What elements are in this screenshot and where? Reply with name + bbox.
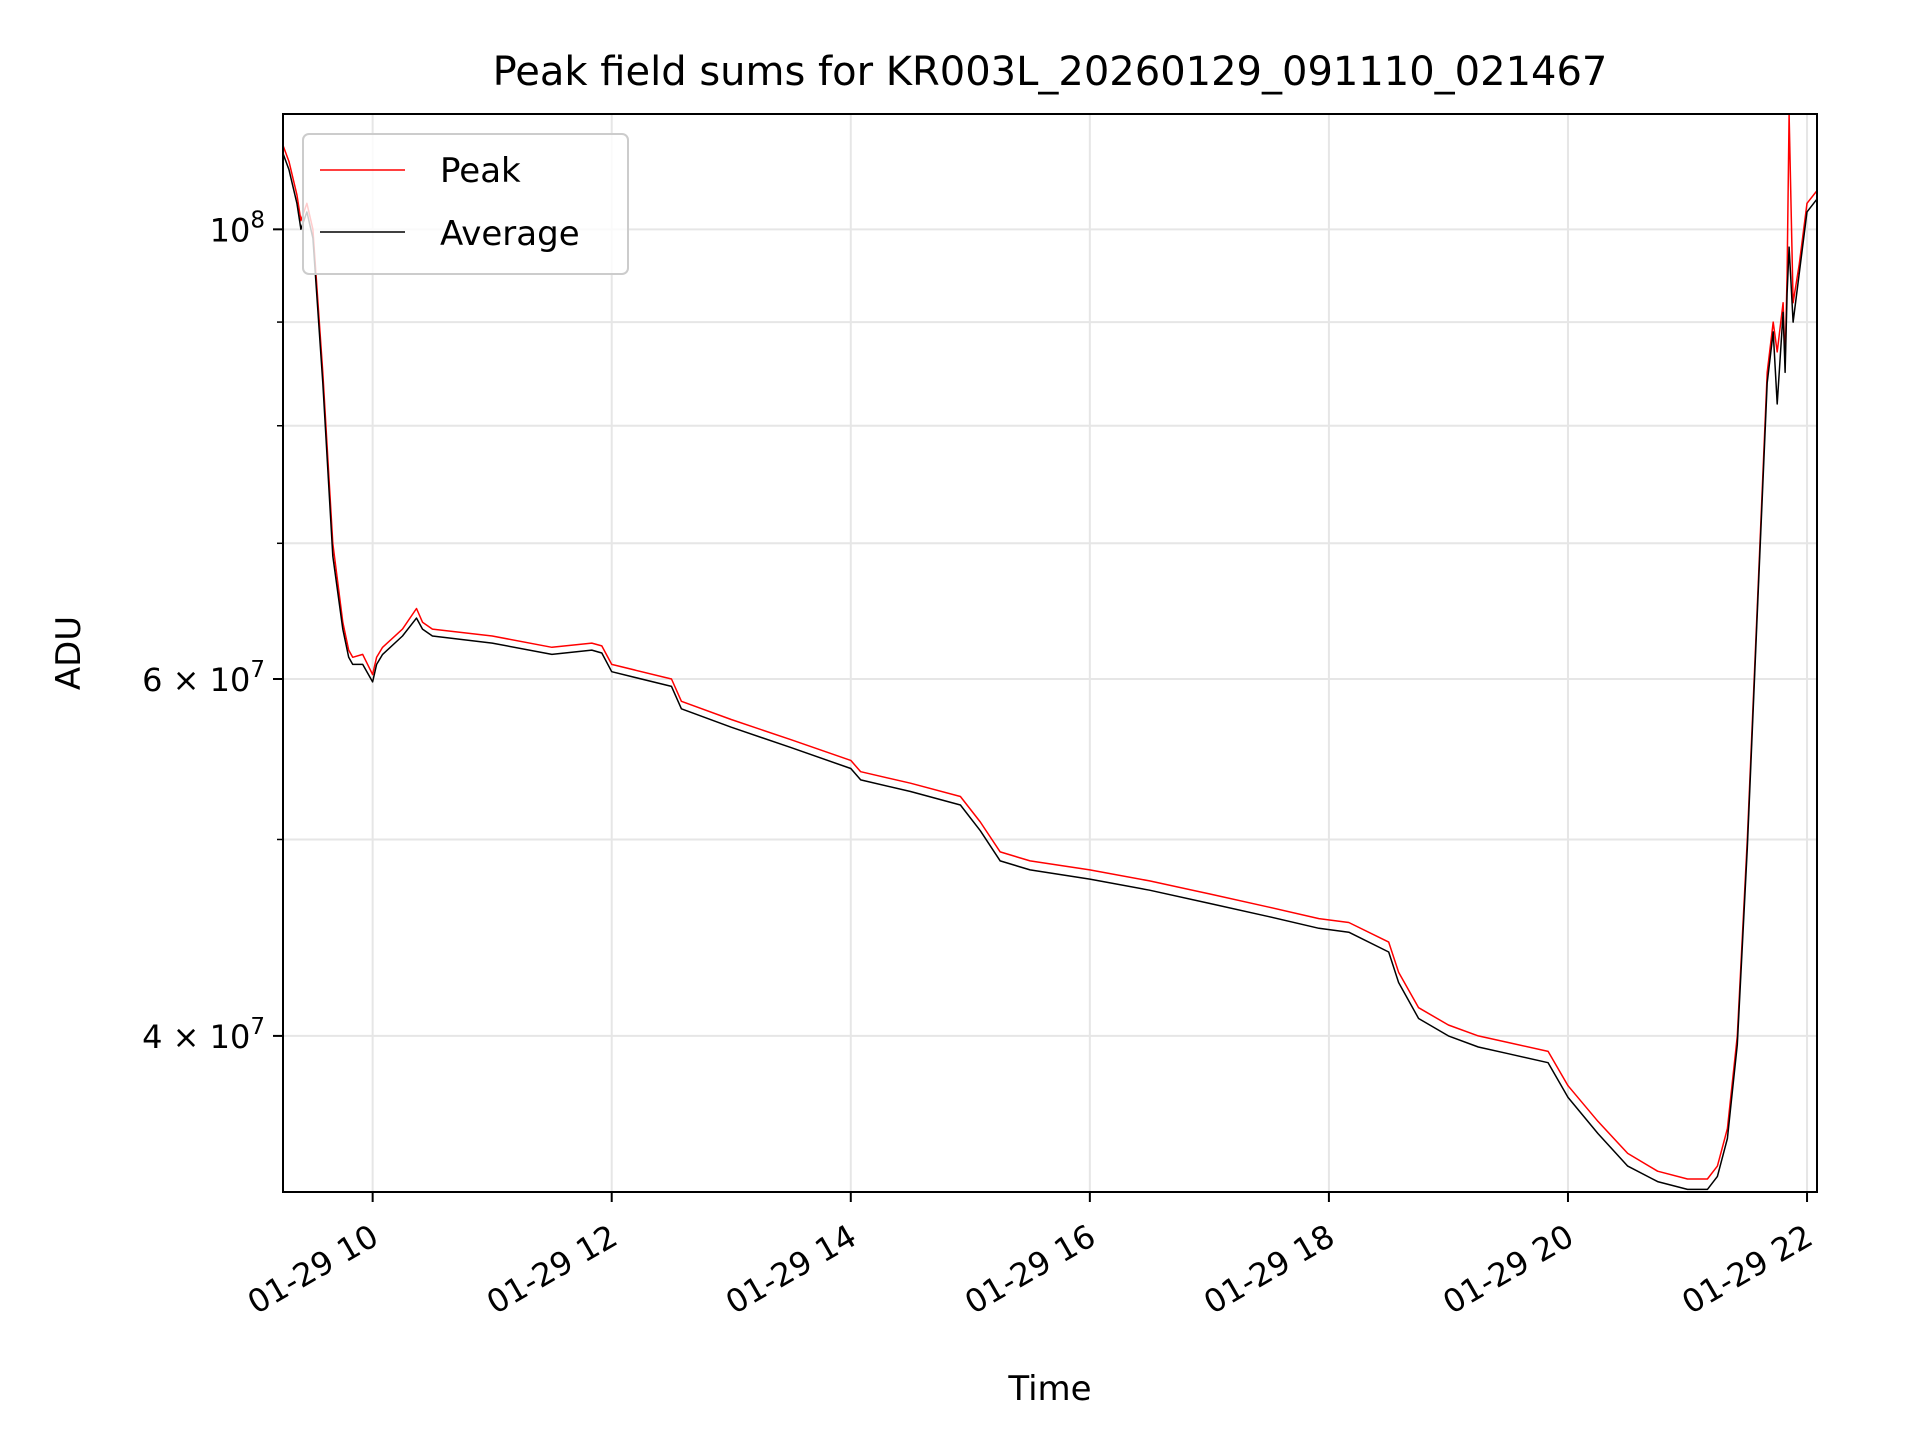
series-line-average	[282, 153, 1818, 1191]
y-axis-label: ADU	[49, 616, 89, 690]
legend-label-peak: Peak	[440, 151, 521, 191]
y-tick-label-exponent: 8	[250, 207, 265, 233]
y-tick-label: 6 × 107	[142, 657, 265, 699]
chart-title: Peak field sums for KR003L_20260129_0911…	[493, 49, 1608, 95]
y-tick-label-base: 4 × 10	[142, 1018, 250, 1056]
x-axis-label: Time	[1007, 1369, 1091, 1409]
y-tick-label-exponent: 7	[250, 1014, 265, 1040]
y-tick-label: 108	[210, 207, 265, 249]
y-tick-label-base: 10	[210, 211, 251, 249]
y-tick-label-base: 6 × 10	[142, 661, 250, 699]
legend-box	[302, 133, 629, 275]
series-layer	[282, 113, 1818, 1191]
legend: Peak Average	[302, 133, 629, 275]
y-tick-label: 4 × 107	[142, 1014, 265, 1056]
grid	[283, 114, 1817, 1192]
legend-label-average: Average	[440, 214, 580, 254]
y-tick-label-exponent: 7	[250, 657, 265, 683]
plot-frame	[282, 113, 1818, 1193]
